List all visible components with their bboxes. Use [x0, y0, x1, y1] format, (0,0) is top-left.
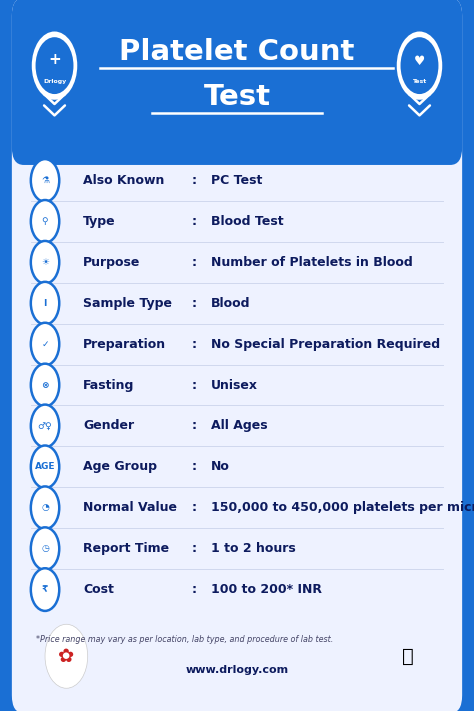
- Text: :: :: [192, 501, 197, 514]
- Text: 🧪: 🧪: [402, 647, 413, 665]
- Circle shape: [31, 241, 59, 284]
- Circle shape: [31, 568, 59, 611]
- Text: Blood Test: Blood Test: [211, 215, 283, 228]
- Text: :: :: [192, 338, 197, 351]
- Text: 1 to 2 hours: 1 to 2 hours: [211, 542, 296, 555]
- Text: :: :: [192, 460, 197, 474]
- Text: I: I: [43, 299, 47, 308]
- Text: Number of Platelets in Blood: Number of Platelets in Blood: [211, 256, 413, 269]
- FancyBboxPatch shape: [12, 0, 462, 165]
- Text: :: :: [192, 256, 197, 269]
- Text: ◔: ◔: [41, 503, 49, 512]
- Text: ◷: ◷: [41, 544, 49, 553]
- Circle shape: [31, 528, 59, 570]
- Circle shape: [31, 364, 59, 407]
- Text: :: :: [192, 174, 197, 187]
- Text: ⚗: ⚗: [41, 176, 49, 185]
- Circle shape: [31, 486, 59, 529]
- Circle shape: [32, 31, 77, 100]
- Text: AGE: AGE: [35, 462, 55, 471]
- Circle shape: [31, 323, 59, 365]
- Text: Drlogy: Drlogy: [43, 80, 66, 85]
- Text: Blood: Blood: [211, 296, 250, 310]
- Text: PC Test: PC Test: [211, 174, 262, 187]
- Text: Preparation: Preparation: [83, 338, 166, 351]
- Text: :: :: [192, 419, 197, 432]
- Text: Fasting: Fasting: [83, 378, 134, 392]
- Circle shape: [401, 37, 438, 94]
- Text: 100 to 200* INR: 100 to 200* INR: [211, 583, 322, 596]
- Text: Test: Test: [203, 83, 271, 111]
- Text: 150,000 to 450,000 platelets per microliter: 150,000 to 450,000 platelets per microli…: [211, 501, 474, 514]
- Text: ☀: ☀: [41, 258, 49, 267]
- Text: :: :: [192, 583, 197, 596]
- Text: ✓: ✓: [41, 340, 49, 348]
- Text: All Ages: All Ages: [211, 419, 267, 432]
- Text: ₹: ₹: [42, 585, 48, 594]
- Circle shape: [397, 31, 442, 100]
- Circle shape: [31, 446, 59, 488]
- FancyBboxPatch shape: [24, 101, 450, 147]
- Text: *Price range may vary as per location, lab type, and procedure of lab test.: *Price range may vary as per location, l…: [36, 636, 333, 644]
- Circle shape: [45, 624, 88, 688]
- Text: ✿: ✿: [58, 647, 74, 665]
- Text: Cost: Cost: [83, 583, 114, 596]
- Text: Sample Type: Sample Type: [83, 296, 172, 310]
- Text: Age Group: Age Group: [83, 460, 157, 474]
- Circle shape: [31, 405, 59, 447]
- Text: Gender: Gender: [83, 419, 134, 432]
- Text: No Special Preparation Required: No Special Preparation Required: [211, 338, 440, 351]
- Text: +: +: [48, 53, 61, 68]
- Text: No: No: [211, 460, 230, 474]
- Circle shape: [31, 282, 59, 324]
- Text: ♥: ♥: [414, 55, 425, 68]
- Circle shape: [36, 37, 73, 94]
- Text: ⚲: ⚲: [42, 217, 48, 226]
- Circle shape: [31, 200, 59, 242]
- Text: Report Time: Report Time: [83, 542, 169, 555]
- Text: ♂♀: ♂♀: [37, 422, 53, 430]
- Text: Platelet Count: Platelet Count: [119, 38, 355, 66]
- Circle shape: [31, 159, 59, 202]
- Text: ⊗: ⊗: [41, 380, 49, 390]
- FancyBboxPatch shape: [12, 0, 462, 711]
- Text: Normal Value: Normal Value: [83, 501, 177, 514]
- Text: :: :: [192, 215, 197, 228]
- Text: :: :: [192, 542, 197, 555]
- Text: Type: Type: [83, 215, 116, 228]
- Text: :: :: [192, 296, 197, 310]
- Text: Test: Test: [412, 80, 427, 85]
- Text: Unisex: Unisex: [211, 378, 258, 392]
- Text: Also Known: Also Known: [83, 174, 164, 187]
- Text: :: :: [192, 378, 197, 392]
- Text: Purpose: Purpose: [83, 256, 140, 269]
- Text: www.drlogy.com: www.drlogy.com: [185, 665, 289, 675]
